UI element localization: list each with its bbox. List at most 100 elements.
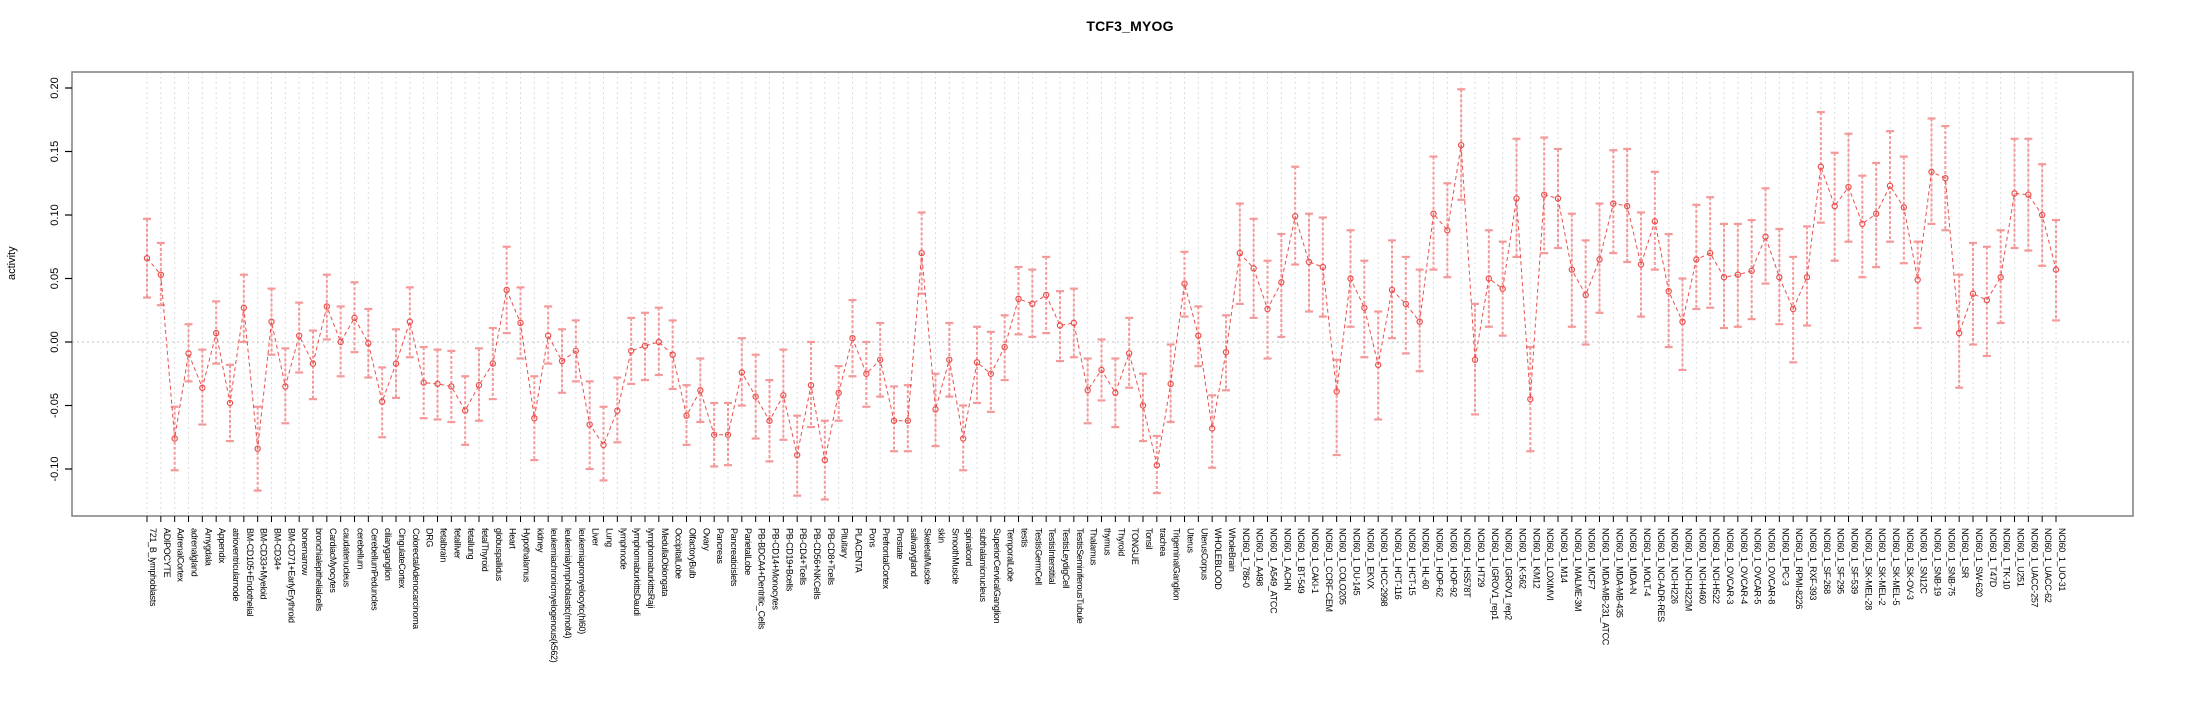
data-point[interactable] [1457,141,1465,149]
x-tick-label[interactable]: TestisLeydigCell [1061,528,1071,589]
x-tick-label[interactable]: CingulateCortex [397,528,407,589]
data-point[interactable] [1942,174,1949,182]
data-point[interactable] [489,360,497,367]
x-tick-label[interactable]: NCI60_1_T47D [1988,528,1998,588]
data-point[interactable] [295,332,303,339]
x-tick-label[interactable]: NCI60_1_OVCAR-3 [1725,528,1735,604]
x-tick-label[interactable]: NCI60_1_SK-MEL-5 [1891,528,1901,606]
data-point[interactable] [1955,329,1963,337]
data-point[interactable] [1042,291,1050,299]
x-tick-label[interactable]: NCI60_1_BT-549 [1296,528,1306,594]
x-tick-label[interactable]: caudatenucleus [342,528,352,588]
x-tick-label[interactable]: WholeBrain [1227,528,1237,572]
x-tick-label[interactable]: PLACENTA [854,528,864,573]
x-tick-label[interactable]: PB-CD19+Bcells [784,528,794,592]
data-point[interactable] [1527,395,1534,403]
x-tick-label[interactable]: Uterus [1186,528,1196,554]
data-point[interactable] [1928,168,1935,176]
data-point[interactable] [1540,191,1548,198]
data-point[interactable] [1098,366,1105,374]
data-point[interactable] [1706,249,1714,257]
data-point[interactable] [1997,274,2004,281]
data-point[interactable] [987,370,995,377]
data-point[interactable] [614,407,621,414]
data-point[interactable] [254,445,261,452]
data-point[interactable] [1665,288,1672,295]
data-point[interactable] [724,431,732,438]
x-tick-label[interactable]: skin [937,528,947,543]
data-point[interactable] [1748,267,1755,275]
x-tick-label[interactable]: NCI60_1_IGROV1_rep1 [1490,528,1500,620]
x-tick-label[interactable]: CerebellumPeduncles [369,528,379,611]
data-point[interactable] [752,393,759,400]
x-tick-label[interactable]: PrefrontalCortex [881,528,891,590]
data-point[interactable] [1388,286,1396,294]
x-tick-label[interactable]: spinalcord [964,528,974,566]
data-point[interactable] [1291,213,1299,220]
data-point[interactable] [1125,350,1133,357]
data-point[interactable] [337,338,344,346]
x-tick-label[interactable]: TestisGermCell [1033,528,1043,585]
x-tick-label[interactable]: ParietalLobe [743,528,753,575]
data-point[interactable] [835,389,842,396]
x-tick-label[interactable]: NCI60_1_NCI-ADR-RES [1656,528,1666,622]
data-point[interactable] [1485,275,1493,282]
data-point[interactable] [918,249,925,257]
data-point[interactable] [1416,318,1423,325]
x-tick-label[interactable]: NCI60_1_UO-31 [2057,528,2067,591]
data-point[interactable] [365,340,372,347]
x-tick-label[interactable]: testis [1020,528,1030,548]
x-tick-label[interactable]: TemporalLobe [1006,528,1016,582]
x-tick-label[interactable]: kidney [535,528,545,553]
x-tick-label[interactable]: adrenalgland [190,528,200,577]
data-point[interactable] [1679,318,1686,325]
x-tick-label[interactable]: fetalbrain [439,528,449,562]
data-point[interactable] [157,271,165,278]
data-point[interactable] [1859,220,1866,228]
data-point[interactable] [738,369,746,376]
x-tick-label[interactable]: NCI60_1_SW-620 [1974,528,1984,597]
x-tick-label[interactable]: TrigeminalGanglion [1172,528,1182,601]
x-tick-label[interactable]: PB-CD8+Tcells [826,528,836,586]
x-tick-label[interactable]: PB-CD4+Tcells [798,528,808,586]
data-point[interactable] [1845,183,1852,191]
data-point[interactable] [1762,233,1769,240]
data-point[interactable] [1167,380,1174,388]
data-point[interactable] [212,329,220,337]
x-tick-label[interactable]: lymphomaburkittsDaudi [632,528,642,616]
data-point[interactable] [1596,256,1603,263]
x-tick-label[interactable]: NCI60_1_LOXIMVI [1545,528,1555,601]
data-point[interactable] [1872,210,1880,217]
data-point[interactable] [641,342,649,350]
data-point[interactable] [2038,211,2046,219]
x-tick-label[interactable]: BM-CD71+EarlyErythroid [286,528,296,623]
data-point[interactable] [392,360,400,367]
data-point[interactable] [1886,182,1894,189]
x-tick-label[interactable]: NCI60_1_UACC-62 [2043,528,2053,603]
data-point[interactable] [1084,387,1091,394]
x-tick-label[interactable]: leukemiapromyelocytic(hl60) [577,528,587,634]
x-tick-label[interactable]: NCI60_1_HS578T [1462,528,1472,598]
data-point[interactable] [1499,285,1506,292]
data-point[interactable] [1222,348,1230,356]
x-tick-label[interactable]: salivarygland [909,528,919,577]
x-tick-label[interactable]: NCI60_1_EKVX [1365,528,1375,589]
x-tick-label[interactable]: atrioventricularnode [231,528,241,601]
data-point[interactable] [1610,200,1617,207]
data-point[interactable] [268,318,275,325]
x-tick-label[interactable]: NCI60_1_SNB-19 [1933,528,1943,596]
data-point[interactable] [959,435,967,442]
x-tick-label[interactable]: NCI60_1_HCC-2998 [1379,528,1389,607]
x-tick-label[interactable]: NCI60_1_NCI-H322M [1684,528,1694,611]
x-tick-label[interactable]: NCI60_1_MDA-MB-435 [1614,528,1624,618]
data-point[interactable] [710,431,718,438]
x-tick-label[interactable]: NCI60_1_HOP-62 [1435,528,1445,597]
data-point[interactable] [1319,263,1327,271]
x-tick-label[interactable]: OlfactoryBulb [688,528,698,578]
data-point[interactable] [1361,304,1368,311]
x-tick-label[interactable]: Hypothalamus [522,528,532,583]
x-tick-label[interactable]: DRG [425,528,435,547]
x-tick-label[interactable]: NCI60_1_SK-MEL-28 [1863,528,1873,610]
data-point[interactable] [1513,195,1520,202]
x-tick-label[interactable]: SkeletalMuscle [923,528,933,585]
